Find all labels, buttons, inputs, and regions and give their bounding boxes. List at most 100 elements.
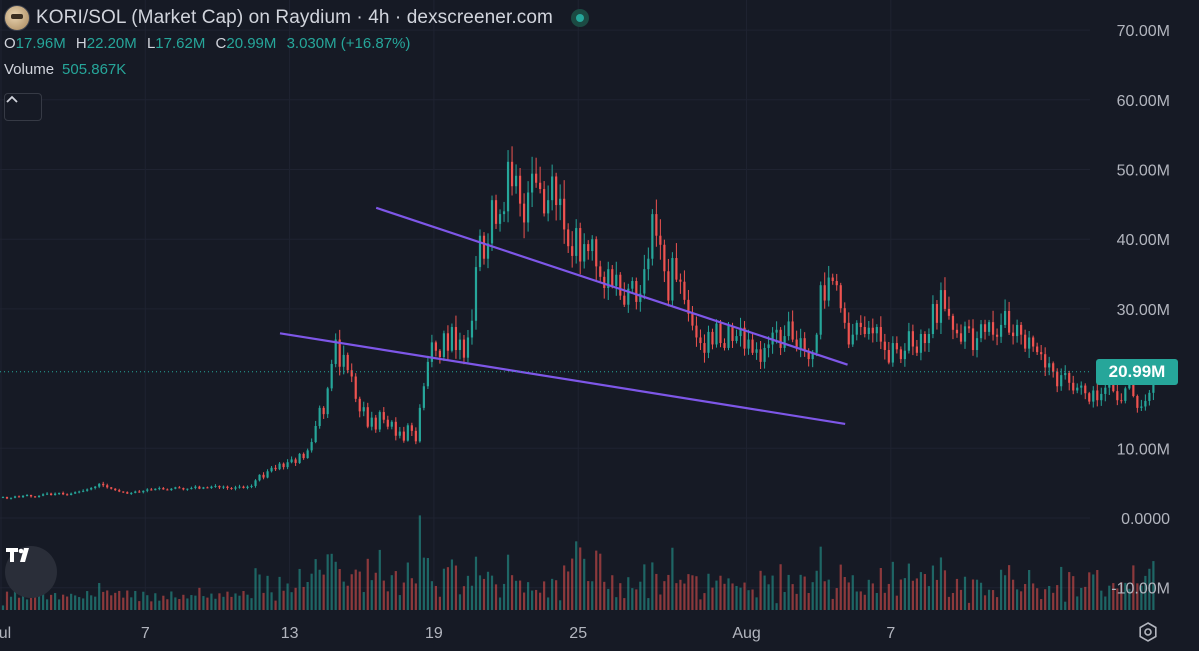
volume-bar — [899, 579, 902, 610]
volume-bar — [1040, 599, 1043, 610]
candle-body — [33, 496, 37, 498]
volume-bar — [290, 592, 293, 610]
tradingview-logo-icon[interactable] — [5, 546, 57, 598]
volume-bar — [322, 574, 325, 610]
volume-bar — [29, 590, 33, 610]
volume-bar — [979, 582, 983, 610]
candle-body — [382, 412, 385, 420]
volume-bar — [591, 581, 594, 610]
candle-body — [78, 491, 81, 493]
candle-body — [943, 290, 947, 309]
collapse-legend-button[interactable] — [4, 93, 42, 121]
token-avatar-icon[interactable] — [4, 5, 30, 31]
candle-body — [1088, 393, 1091, 402]
candle-body — [975, 338, 979, 351]
candle-body — [234, 487, 237, 489]
candle-body — [334, 339, 337, 364]
volume-bar — [142, 591, 145, 610]
price-axis[interactable]: 70.00M 60.00M 50.00M 40.00M 30.00M 10.00M 0.00… — [1111, 23, 1170, 598]
volume-bar — [699, 599, 702, 610]
volume-bar — [446, 567, 450, 610]
candle-body — [1124, 388, 1127, 401]
volume-bar — [458, 594, 462, 610]
candle-body — [843, 308, 846, 323]
candle-body — [374, 417, 377, 430]
candle-body — [587, 244, 590, 252]
candle-body — [298, 453, 301, 463]
candle-body — [759, 349, 762, 362]
volume-bar — [735, 585, 738, 610]
candle-body — [94, 486, 97, 489]
candle-body — [927, 333, 931, 344]
volume-bar — [923, 574, 927, 610]
volume-bar — [655, 573, 658, 610]
candle-body — [386, 419, 389, 427]
time-axis[interactable]: Jul 7 13 19 25 Aug 7 — [0, 625, 895, 642]
volume-bar — [959, 589, 963, 610]
candle-body — [358, 398, 361, 412]
candle-body — [803, 338, 806, 351]
trendlines[interactable] — [279, 206, 848, 425]
volume-bar — [1152, 561, 1155, 610]
volume-bar — [679, 579, 682, 610]
candle-body — [230, 488, 233, 490]
volume-bar — [526, 582, 530, 610]
candle-body — [510, 161, 514, 187]
volume-bar — [1056, 585, 1059, 610]
candle-body — [679, 279, 682, 282]
candle-body — [1092, 390, 1095, 402]
volume-bar — [707, 573, 710, 610]
volume-bar — [955, 578, 959, 610]
volume-bar — [675, 583, 678, 610]
volume-bar — [342, 581, 345, 610]
candle-body — [190, 488, 193, 490]
volume-bar — [951, 592, 955, 610]
low-value: 17.62M — [155, 35, 206, 52]
candle-body — [198, 486, 201, 489]
change-value: 3.030M (+16.87%) — [286, 35, 411, 52]
candle-body — [795, 339, 798, 349]
candle-body — [599, 266, 602, 277]
volume-bar — [1096, 570, 1099, 610]
volume-bar — [615, 597, 618, 610]
candle-body — [302, 453, 305, 459]
candle-body — [41, 494, 45, 496]
candle-body — [887, 350, 890, 363]
volume-bar — [607, 588, 610, 610]
volume-bar — [999, 569, 1003, 610]
volume-bar — [450, 559, 454, 610]
volume-bar — [190, 595, 193, 610]
candle-body — [1068, 373, 1071, 383]
candle-body — [414, 430, 417, 442]
volume-bar — [138, 601, 141, 610]
x-tick-label: Jul — [0, 625, 11, 642]
candle-body — [675, 258, 678, 280]
volume-bar — [895, 595, 898, 610]
volume-bar — [851, 575, 854, 610]
volume-bar — [987, 589, 991, 610]
volume-bar — [206, 597, 209, 610]
volume-bar — [21, 593, 25, 610]
candle-body — [530, 173, 534, 193]
candle-body — [258, 474, 261, 481]
candle-body — [1112, 384, 1115, 392]
volume-bar — [530, 590, 534, 610]
candle-body — [567, 229, 570, 247]
volume-bar — [174, 597, 177, 610]
candle-body — [394, 421, 397, 436]
x-tick-label: 7 — [886, 625, 895, 642]
candle-body — [434, 342, 438, 351]
settings-gear-icon[interactable] — [1137, 621, 1159, 643]
volume-bar — [25, 599, 29, 610]
candle-body — [342, 354, 345, 367]
volume-bar — [1072, 576, 1075, 610]
candle-body — [458, 339, 462, 351]
volume-bar — [130, 597, 133, 610]
candle-body — [959, 333, 963, 342]
candle-body — [1052, 363, 1055, 372]
candle-body — [322, 407, 325, 415]
candle-body — [991, 322, 995, 335]
candle-body — [210, 486, 213, 489]
